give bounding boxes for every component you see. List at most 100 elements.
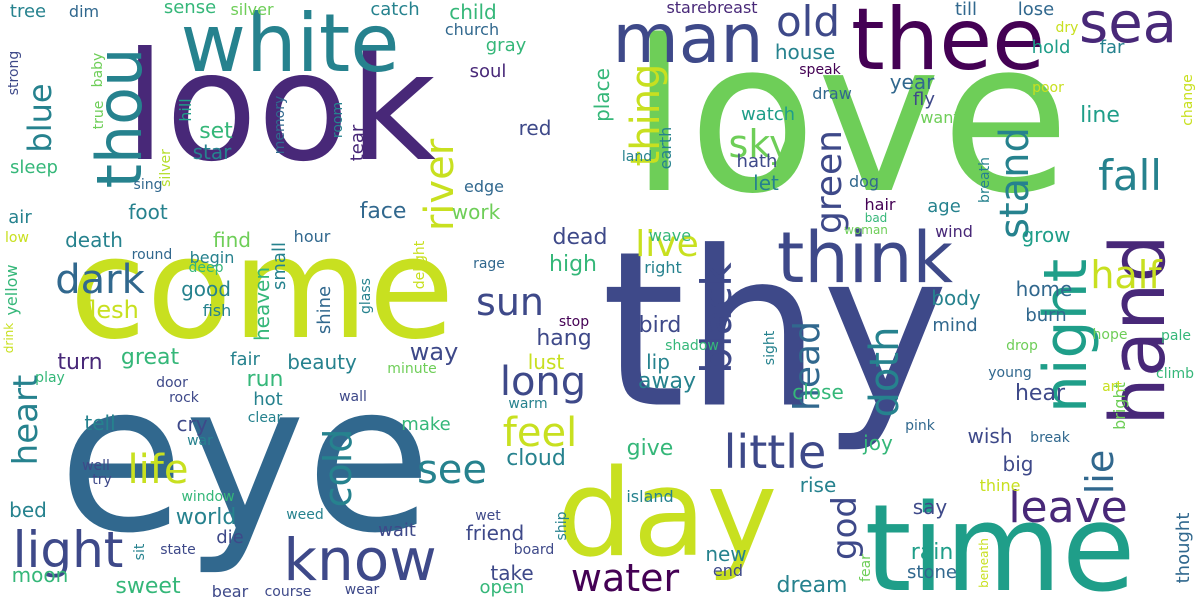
word-art: art <box>1102 379 1122 395</box>
word-door: door <box>156 375 188 391</box>
word-mind: mind <box>932 315 978 336</box>
word-death: death <box>65 228 123 252</box>
word-drop: drop <box>1006 338 1038 354</box>
word-sing: sing <box>133 177 163 193</box>
word-say: say <box>912 495 948 519</box>
word-pink: pink <box>905 418 935 434</box>
word-hang: hang <box>536 326 592 351</box>
word-see: see <box>416 447 488 493</box>
word-window: window <box>181 489 235 505</box>
word-line: line <box>1080 103 1120 128</box>
word-church: church <box>444 20 500 39</box>
word-cry: cry <box>176 412 208 436</box>
word-speak: speak <box>799 62 841 78</box>
word-try: try <box>92 472 112 488</box>
word-thought: thought <box>1173 512 1194 584</box>
word-beneath: beneath <box>977 538 991 588</box>
word-heaven: heaven <box>250 266 274 342</box>
word-find: find <box>213 228 251 252</box>
word-ship: ship <box>554 511 570 541</box>
word-sea: sea <box>1079 0 1177 56</box>
word-let: let <box>753 171 779 195</box>
word-light: light <box>12 521 124 579</box>
word-great: great <box>120 345 180 370</box>
word-good: good <box>181 277 231 301</box>
word-change: change <box>1180 74 1196 126</box>
word-close: close <box>792 380 844 404</box>
word-edge: edge <box>464 177 504 196</box>
word-woman: woman <box>844 223 888 237</box>
word-strong: strong <box>6 50 22 96</box>
word-sight: sight <box>762 330 778 366</box>
word-away: away <box>638 369 696 394</box>
word-hath: hath <box>736 151 778 172</box>
word-warm: warm <box>508 396 548 412</box>
word-think: think <box>776 217 954 299</box>
word-love: love <box>629 0 1071 240</box>
word-fear: fear <box>858 554 874 582</box>
word-air: air <box>8 207 32 228</box>
word-new: new <box>705 542 747 566</box>
word-board: board <box>513 542 555 558</box>
word-red: red <box>518 116 552 140</box>
word-dry: dry <box>1055 20 1079 36</box>
word-long: long <box>499 359 587 405</box>
word-house: house <box>774 40 836 64</box>
word-grow: grow <box>1021 223 1071 247</box>
word-stone: stone <box>907 562 957 583</box>
word-state: state <box>160 542 196 558</box>
word-clear: clear <box>247 410 283 426</box>
word-war: war <box>187 433 213 449</box>
word-world: world <box>175 505 237 530</box>
word-life: life <box>127 447 189 493</box>
word-eye: eye <box>58 340 432 579</box>
word-dim: dim <box>68 2 100 21</box>
word-climb: climb <box>1155 366 1195 382</box>
word-flesh: flesh <box>81 296 139 324</box>
word-true: true <box>91 100 107 130</box>
word-delight: delight <box>412 240 428 290</box>
word-thine: thine <box>979 476 1021 495</box>
word-rage: rage <box>473 256 505 272</box>
word-thee: thee <box>850 0 1046 90</box>
word-wear: wear <box>344 582 380 598</box>
word-bird: bird <box>638 313 682 338</box>
word-silver-2: silver <box>158 149 174 187</box>
word-die: die <box>216 527 244 548</box>
word-year: year <box>889 70 935 94</box>
word-minute: minute <box>387 361 437 377</box>
word-tree: tree <box>9 1 47 22</box>
word-far: far <box>1099 37 1125 58</box>
word-baby: baby <box>90 52 106 88</box>
word-sun: sun <box>476 280 544 324</box>
word-right: right <box>644 258 682 277</box>
word-burn: burn <box>1025 305 1067 326</box>
word-little: little <box>723 425 827 479</box>
word-white: white <box>180 0 400 90</box>
word-sky: sky <box>728 122 792 166</box>
word-blue: blue <box>21 83 59 153</box>
word-time: time <box>864 480 1136 600</box>
word-thy: thy <box>601 204 949 456</box>
word-deep: deep <box>188 260 224 276</box>
word-child: child <box>449 0 497 24</box>
word-weed: weed <box>286 507 324 523</box>
word-run: run <box>246 367 284 392</box>
word-catch: catch <box>370 0 420 20</box>
word-bear: bear <box>211 582 249 600</box>
word-course: course <box>264 584 312 600</box>
word-look: look <box>123 21 437 195</box>
word-rise: rise <box>799 473 837 497</box>
word-beauty: beauty <box>287 350 357 374</box>
word-doth: doth <box>862 326 908 418</box>
word-earth: earth <box>656 126 675 170</box>
word-man: man <box>612 0 764 79</box>
word-feel: feel <box>502 410 578 456</box>
word-friend: friend <box>465 521 525 545</box>
word-lie: lie <box>1078 449 1122 495</box>
word-soul: soul <box>469 61 507 82</box>
word-live: live <box>635 224 699 265</box>
word-memory: memory <box>272 95 288 155</box>
word-hour: hour <box>293 227 331 246</box>
word-hold: hold <box>1031 37 1071 58</box>
